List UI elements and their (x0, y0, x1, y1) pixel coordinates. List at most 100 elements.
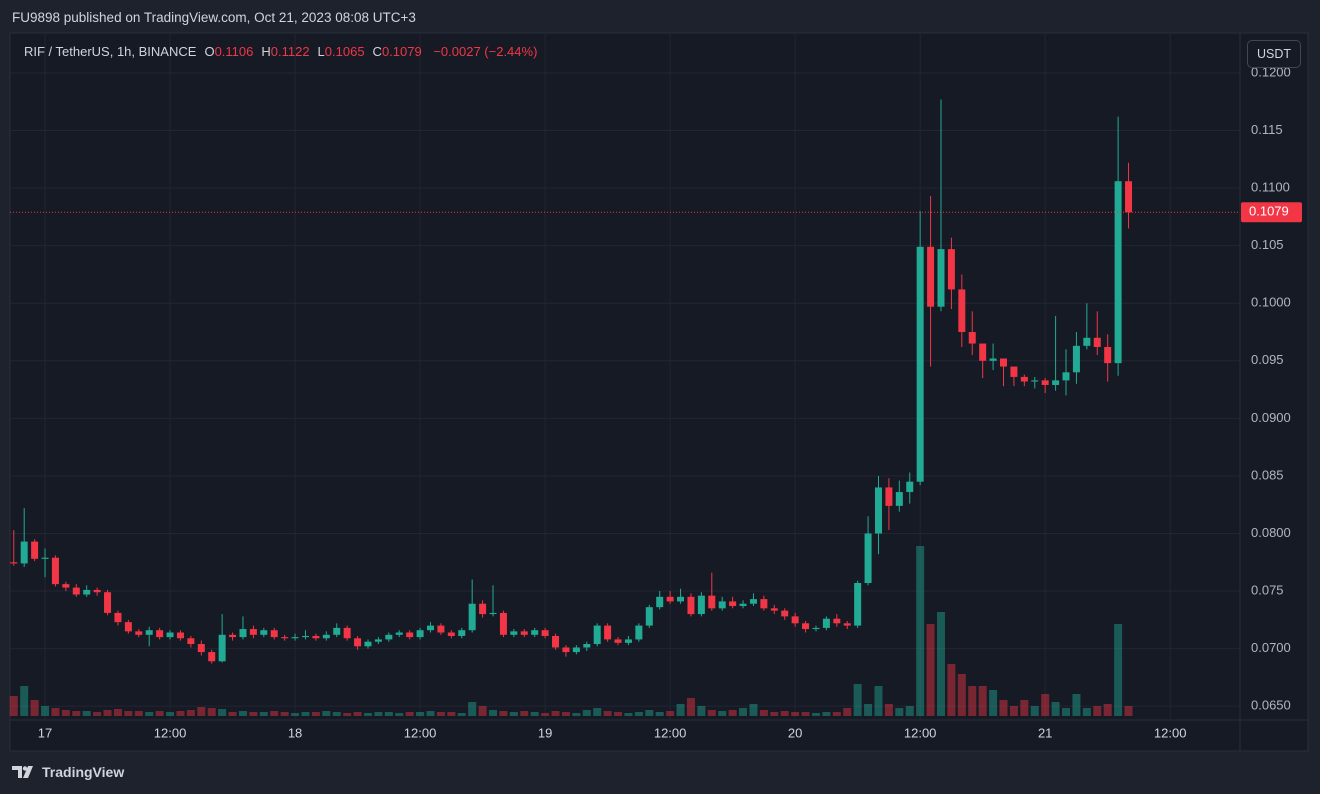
volume-bar (718, 711, 727, 716)
volume-bar (499, 711, 508, 716)
volume-bar (1072, 694, 1081, 716)
volume-bar (593, 708, 602, 716)
volume-bar (395, 713, 404, 716)
volume-bar (1082, 708, 1091, 716)
candle-body (312, 635, 320, 639)
candle-body (176, 632, 184, 639)
volume-bar (353, 712, 362, 716)
volume-bar (1124, 706, 1133, 716)
volume-bar (238, 711, 247, 716)
ohlc-value: 0.1079 (381, 44, 422, 59)
volume-bar (874, 686, 883, 716)
candle-body (20, 541, 28, 564)
candle-body (645, 607, 653, 626)
candle-body (281, 637, 289, 639)
candle-body (72, 587, 80, 595)
candle-body (114, 612, 122, 623)
candle-body (416, 630, 424, 638)
candle-body (520, 631, 528, 635)
candle-body (468, 603, 476, 631)
volume-bar (791, 712, 800, 716)
candle-body (124, 622, 132, 632)
ohlc-value: 0.1106 (214, 44, 254, 59)
y-tick-label: 0.0650 (1251, 698, 1291, 713)
candle-body (291, 637, 299, 639)
volume-bar (728, 710, 737, 716)
candle-body (395, 632, 403, 635)
candle-body (718, 601, 726, 609)
brand-logo (12, 766, 33, 778)
candle-body (322, 634, 330, 639)
candle-body (1010, 366, 1018, 377)
candle-body (301, 635, 309, 638)
currency-button[interactable]: USDT (1247, 40, 1301, 68)
candle-body (958, 289, 966, 333)
volume-bar (686, 698, 695, 716)
volume-bar (572, 713, 581, 716)
volume-bar (1062, 708, 1071, 716)
last-price-badge (1241, 202, 1302, 223)
candle-body (979, 343, 987, 361)
y-tick-label: 0.115 (1251, 122, 1283, 137)
candle-body (729, 601, 737, 607)
y-tick-label: 0.1100 (1251, 180, 1290, 195)
candle-body (406, 632, 414, 638)
candle-body (843, 623, 851, 626)
candle-body (937, 249, 945, 307)
candle-body (781, 610, 789, 617)
volume-bar (801, 712, 810, 716)
candle-body (1052, 380, 1060, 385)
volume-bar (363, 713, 372, 716)
volume-bar (811, 713, 820, 716)
volume-bar (697, 706, 706, 716)
volume-bar (259, 712, 268, 716)
ohlc-key: H (261, 44, 271, 59)
candle-body (385, 634, 393, 640)
volume-bar (30, 700, 39, 716)
ohlc-key: O (204, 44, 215, 59)
legend: RIF / TetherUS, 1h, BINANCE O0.1106 H0.112… (24, 44, 537, 59)
volume-bar (749, 704, 758, 716)
candle-body (697, 595, 705, 615)
volume-bar (905, 706, 914, 716)
y-tick-label: 0.0800 (1251, 525, 1291, 540)
volume-bar (145, 712, 154, 716)
volume-bar (166, 712, 175, 716)
volume-bar (853, 684, 862, 716)
x-tick-label: 12:00 (904, 725, 937, 740)
volume-bar (291, 713, 300, 716)
candle-body (166, 632, 174, 638)
candle-body (531, 630, 539, 635)
candle-body (947, 249, 955, 290)
ohlc-key: L (317, 44, 325, 59)
volume-bar (186, 710, 195, 716)
change: −0.0027 (−2.44%) (433, 44, 538, 59)
x-tick-label: 21 (1038, 725, 1052, 740)
volume-bar (582, 710, 591, 716)
x-tick-label: 12:00 (654, 725, 687, 740)
candle-body (135, 631, 143, 635)
candle-body (541, 630, 549, 636)
volume-bar (770, 712, 779, 716)
candle-body (802, 623, 810, 630)
volume-bar (270, 711, 279, 716)
volume-bar (895, 708, 904, 716)
candle-body (510, 631, 518, 635)
y-tick-label: 0.1200 (1251, 64, 1291, 79)
volume-bar (822, 712, 831, 716)
volume-bar (332, 712, 341, 716)
candle-body (374, 639, 382, 642)
candle-body (1114, 181, 1122, 364)
volume-bar (1009, 706, 1018, 716)
publish-header: FU9898 published on TradingView.com, Oct… (12, 10, 416, 25)
candle-body (854, 583, 862, 626)
volume-bar (301, 712, 310, 716)
volume-bar (551, 711, 560, 716)
volume-bar (1114, 624, 1123, 716)
candle-body (260, 630, 268, 635)
candle-body (1125, 181, 1133, 213)
candle-body (927, 246, 935, 307)
volume-bar (916, 546, 925, 716)
volume-bar (134, 711, 143, 716)
y-tick-label: 0.0900 (1251, 410, 1291, 425)
